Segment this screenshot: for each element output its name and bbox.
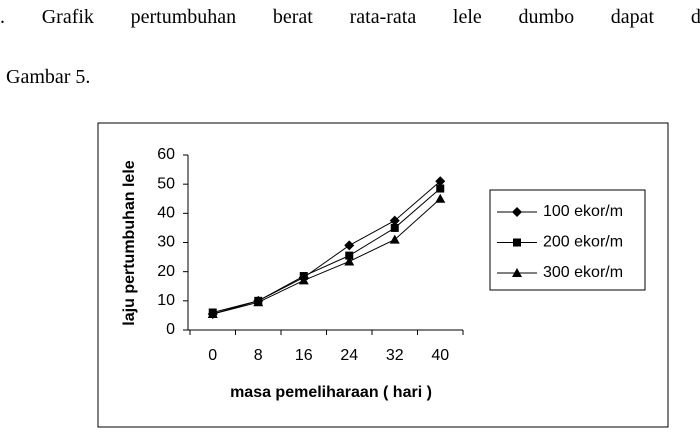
marker [298, 275, 309, 285]
word: dumbo [518, 6, 575, 28]
x-tick-label: 32 [386, 347, 404, 364]
legend-label: 100 ekor/m [543, 203, 623, 220]
marker [513, 238, 521, 247]
word: rata-rata [349, 6, 417, 28]
y-tick-label: 10 [157, 292, 175, 309]
marker [389, 215, 400, 226]
y-tick-label: 20 [157, 263, 175, 280]
x-tick-label: 24 [340, 347, 358, 364]
word: pertumbuhan [130, 6, 237, 28]
word: dil [690, 6, 700, 28]
marker [512, 207, 522, 217]
marker [344, 256, 355, 266]
y-tick-label: 30 [157, 234, 175, 251]
word: . [0, 6, 5, 28]
series-line [212, 188, 441, 313]
marker [436, 184, 445, 193]
x-tick-label: 16 [295, 347, 313, 364]
marker [435, 193, 446, 203]
marker [390, 223, 399, 232]
marker [344, 240, 355, 251]
y-tick-label: 60 [157, 146, 175, 163]
marker [389, 234, 400, 244]
marker [207, 308, 218, 318]
y-axis-title: laju pertumbuhan lele [121, 160, 138, 325]
chart-frame [97, 122, 669, 428]
marker [512, 268, 522, 277]
y-tick-label: 40 [157, 205, 175, 222]
word: dapat [610, 6, 655, 28]
word: berat [272, 6, 313, 28]
word: lele [452, 6, 482, 28]
legend-label: 200 ekor/m [543, 234, 623, 251]
y-tick-label: 50 [157, 175, 175, 192]
paragraph-line: . Grafik pertumbuhan berat rata-rata lele dumb… [0, 6, 700, 29]
series-line [212, 198, 441, 315]
x-axis-title: masa pemeliharaan ( hari ) [230, 384, 432, 401]
x-tick-label: 40 [431, 347, 449, 364]
y-tick-label: 0 [166, 321, 175, 338]
x-tick-label: 0 [208, 347, 217, 364]
figure-reference: Gambar 5. [6, 66, 91, 88]
x-tick-label: 8 [254, 347, 263, 364]
series-line [212, 180, 441, 315]
word: Grafik [41, 6, 94, 28]
marker [253, 297, 264, 307]
legend-label: 300 ekor/m [543, 264, 623, 281]
marker [345, 251, 354, 260]
marker [435, 176, 446, 187]
